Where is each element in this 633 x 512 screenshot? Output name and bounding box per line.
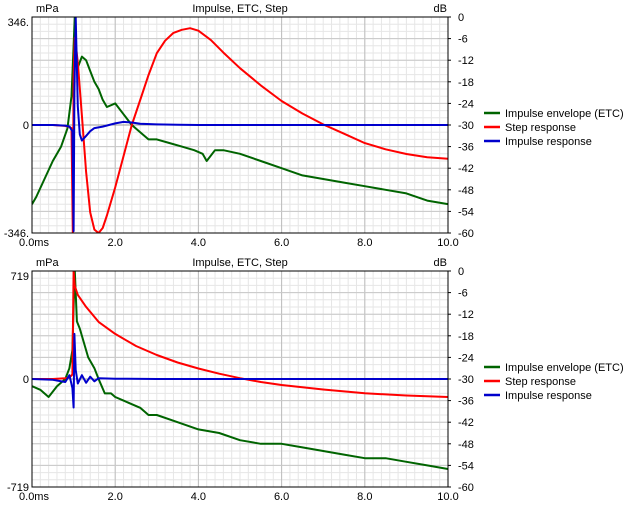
- legend-label: Impulse envelope (ETC): [505, 108, 624, 120]
- legend-label: Step response: [505, 376, 576, 388]
- x-tick-label: 2.0: [108, 491, 123, 503]
- x-tick-label: 2.0: [108, 237, 123, 249]
- series-line-step-response: [32, 271, 448, 398]
- x-tick-label: 0.0ms: [19, 491, 49, 503]
- y-tick-left: -719: [7, 482, 29, 494]
- y-tick-right: -60: [458, 482, 474, 494]
- legend-label: Impulse response: [505, 390, 592, 402]
- x-tick-label: 10.0: [437, 237, 458, 249]
- y-tick-right: -54: [458, 206, 474, 218]
- x-tick-label: 4.0: [191, 491, 206, 503]
- y-tick-right: -18: [458, 331, 474, 343]
- x-tick-label: 6.0: [274, 491, 289, 503]
- y-axis-label-right: dB: [434, 3, 447, 15]
- x-tick-label: 10.0: [437, 491, 458, 503]
- x-tick-label: 0.0ms: [19, 237, 49, 249]
- y-tick-right: -42: [458, 417, 474, 429]
- series-line-impulse-response: [32, 17, 448, 233]
- y-tick-left: 719: [11, 271, 29, 283]
- y-tick-right: -6: [458, 288, 468, 300]
- x-tick-label: 6.0: [274, 237, 289, 249]
- y-tick-right: -36: [458, 142, 474, 154]
- series-line-impulse-envelope-etc: [32, 17, 448, 206]
- y-tick-left: 346.: [8, 17, 29, 29]
- y-tick-right: -18: [458, 77, 474, 89]
- y-tick-right: -42: [458, 163, 474, 175]
- y-tick-right: -48: [458, 439, 474, 451]
- chart-title: Impulse, ETC, Step: [192, 257, 287, 269]
- y-axis-label-left: mPa: [36, 257, 60, 269]
- y-tick-right: -24: [458, 352, 474, 364]
- legend-label: Step response: [505, 122, 576, 134]
- y-tick-right: -30: [458, 120, 474, 132]
- x-tick-label: 8.0: [357, 491, 372, 503]
- legend-label: Impulse response: [505, 136, 592, 148]
- y-axis-label-left: mPa: [36, 3, 60, 15]
- y-tick-right: -48: [458, 185, 474, 197]
- y-tick-left: 0: [23, 120, 29, 132]
- y-axis-label-right: dB: [434, 257, 447, 269]
- y-tick-right: 0: [458, 12, 464, 24]
- y-tick-right: 0: [458, 266, 464, 278]
- y-tick-right: -36: [458, 396, 474, 408]
- y-tick-right: -60: [458, 228, 474, 240]
- y-tick-left: 0: [23, 374, 29, 386]
- x-tick-label: 4.0: [191, 237, 206, 249]
- legend-label: Impulse envelope (ETC): [505, 362, 624, 374]
- y-tick-right: -24: [458, 98, 474, 110]
- y-tick-right: -54: [458, 460, 474, 472]
- x-tick-label: 8.0: [357, 237, 372, 249]
- y-tick-right: -30: [458, 374, 474, 386]
- series-line-impulse-response: [32, 332, 448, 409]
- y-tick-right: -12: [458, 55, 474, 67]
- y-tick-left: -346.: [4, 228, 29, 240]
- chart-title: Impulse, ETC, Step: [192, 3, 287, 15]
- y-tick-right: -12: [458, 309, 474, 321]
- y-tick-right: -6: [458, 34, 468, 46]
